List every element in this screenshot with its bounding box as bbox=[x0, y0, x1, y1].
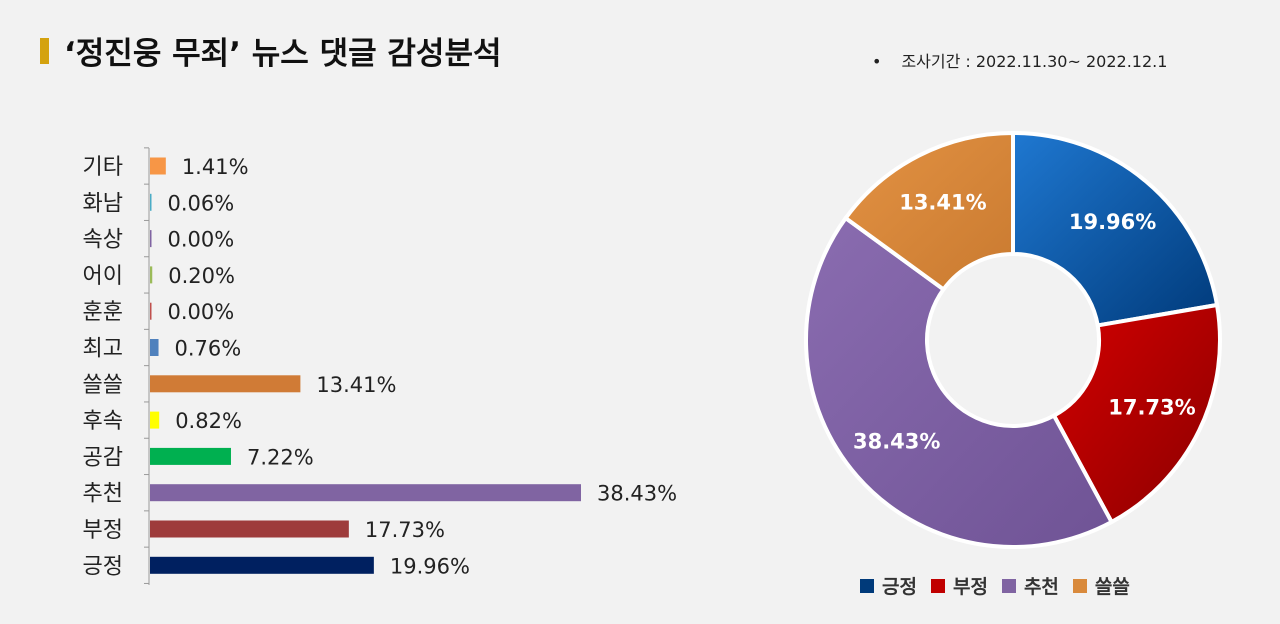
bar-category-label: 기타 bbox=[83, 155, 123, 180]
legend-item: 추천 bbox=[1001, 572, 1059, 599]
bar-category-label: 추천 bbox=[83, 482, 123, 507]
bar bbox=[150, 230, 152, 248]
bar-category-label: 최고 bbox=[83, 337, 123, 362]
survey-period: • 조사기간 : 2022.11.30~ 2022.12.1 bbox=[872, 48, 1167, 72]
bar-category-label: 훈훈 bbox=[83, 300, 123, 325]
bar bbox=[150, 411, 160, 429]
donut-legend: 긍정 부정 추천 쓸쓸 bbox=[860, 572, 1130, 599]
legend-item: 부정 bbox=[930, 572, 988, 599]
bar-category-label: 어이 bbox=[83, 264, 123, 289]
bar-value-label: 0.00% bbox=[168, 300, 235, 324]
bar-category-label: 부정 bbox=[83, 518, 123, 543]
bar-category-label: 속상 bbox=[83, 228, 123, 253]
donut-slice bbox=[842, 130, 1015, 293]
title-accent-bar bbox=[40, 38, 49, 64]
legend-item: 긍정 bbox=[860, 572, 917, 599]
bar bbox=[150, 375, 301, 393]
bar-category-label: 긍정 bbox=[83, 554, 123, 579]
bar-value-label: 13.41% bbox=[316, 373, 396, 397]
page-title: ‘정진웅 무죄’ 뉴스 댓글 감성분석 bbox=[64, 36, 502, 72]
legend-label: 추천 bbox=[1023, 576, 1059, 598]
donut-slice bbox=[803, 215, 1115, 549]
bar-category-label: 공감 bbox=[83, 445, 123, 470]
bar-value-label: 7.22% bbox=[247, 445, 314, 469]
bar bbox=[150, 520, 349, 538]
bar-category-label: 화남 bbox=[83, 191, 123, 216]
legend-swatch bbox=[860, 578, 874, 593]
bar-value-label: 0.06% bbox=[168, 191, 235, 215]
bar-category-label: 후속 bbox=[83, 409, 123, 434]
bar-chart: 기타 1.41% 화남 0.06% 속상 0.00% 어이 0.20% 훈훈 0.00% 최고 0.7… bbox=[83, 147, 677, 585]
legend-label: 쓸쓸 bbox=[1094, 576, 1130, 598]
bar-category-label: 쓸쓸 bbox=[83, 373, 123, 398]
donut-chart: 19.96% 17.73% 38.43% 13.41% bbox=[803, 130, 1223, 549]
bar-value-label: 19.96% bbox=[390, 554, 470, 578]
bar-value-label: 0.20% bbox=[168, 264, 235, 288]
bar-value-label: 1.41% bbox=[182, 155, 249, 179]
legend-swatch bbox=[1001, 578, 1016, 593]
bar-value-label: 0.76% bbox=[175, 337, 242, 361]
legend-label: 부정 bbox=[952, 576, 988, 598]
bar bbox=[150, 302, 152, 320]
bar-value-label: 17.73% bbox=[365, 518, 445, 542]
bar-value-label: 0.00% bbox=[168, 228, 235, 252]
bar bbox=[150, 193, 152, 211]
donut-value-label: 17.73% bbox=[1108, 395, 1195, 419]
bullet-icon: • bbox=[872, 52, 882, 71]
bar-value-label: 38.43% bbox=[597, 482, 677, 506]
donut-value-label: 19.96% bbox=[1069, 210, 1156, 234]
donut-slice bbox=[1011, 130, 1220, 328]
bar bbox=[150, 157, 166, 175]
bar bbox=[150, 556, 374, 574]
bar bbox=[150, 484, 581, 502]
survey-period-text: 조사기간 : 2022.11.30~ 2022.12.1 bbox=[901, 52, 1168, 71]
legend-swatch bbox=[930, 578, 945, 593]
legend-label: 긍정 bbox=[882, 576, 917, 598]
legend-item: 쓸쓸 bbox=[1072, 572, 1130, 599]
donut-value-label: 13.41% bbox=[899, 190, 986, 214]
bar-value-label: 0.82% bbox=[175, 409, 242, 433]
legend-swatch bbox=[1072, 578, 1087, 593]
donut-value-label: 38.43% bbox=[853, 430, 940, 454]
donut-slice bbox=[1051, 302, 1223, 525]
bar bbox=[150, 339, 159, 356]
bar bbox=[150, 447, 231, 465]
bar bbox=[150, 266, 153, 284]
